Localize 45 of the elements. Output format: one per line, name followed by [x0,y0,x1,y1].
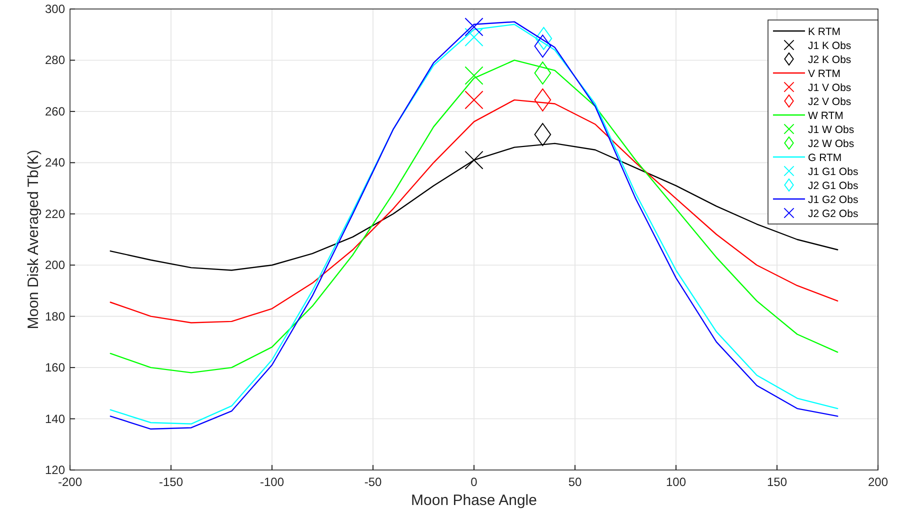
x-tick-label: 50 [568,475,582,489]
y-tick-label: 280 [44,53,66,68]
y-tick-label: 260 [44,104,66,118]
point [464,18,484,36]
x-tick-label: 100 [666,475,686,489]
x-tick-label: 200 [868,475,888,489]
legend-label: W RTM [808,110,844,122]
y-tick-label: 220 [44,206,66,221]
point [534,122,552,146]
legend-label: G RTM [808,152,842,164]
legend-label: J2 V Obs [808,96,852,108]
point [464,150,484,170]
legend-label: J1 G1 Obs [808,166,858,178]
y-tick-label: 300 [44,2,66,16]
legend-label: J2 G1 Obs [808,180,858,192]
legend-label: J1 W Obs [808,124,854,136]
legend-label: J2 G2 Obs [808,208,858,220]
point [534,88,552,112]
x-axis-title: Moon Phase Angle [411,492,537,509]
point [534,62,552,85]
legend-label: J1 K Obs [808,40,852,52]
point [535,26,552,50]
y-tick-label: 240 [44,156,66,170]
point [534,34,552,58]
y-tick-label: 200 [44,258,66,272]
x-tick-label: -150 [158,475,184,489]
legend-label: V RTM [808,68,840,80]
legend-label: J1 V Obs [808,82,852,94]
x-tick-label: -200 [58,475,82,489]
point [464,28,484,46]
x-tick-label: -50 [364,475,382,489]
point [464,90,484,110]
y-axis-title: Moon Disk Averaged Tb(K) [25,150,42,330]
y-tick-label: 140 [44,412,66,426]
legend-label: J1 G2 Obs [808,194,858,206]
point [464,66,484,85]
y-tick-label: 180 [44,309,66,324]
legend-label: K RTM [808,26,840,38]
x-tick-label: 150 [766,475,788,489]
x-tick-label: 0 [470,475,478,489]
x-tick-label: -100 [260,475,284,489]
legend-label: J2 W Obs [808,138,854,150]
y-tick-label: 160 [44,360,66,375]
y-tick-label: 120 [44,463,66,477]
legend-label: J2 K Obs [808,54,852,66]
